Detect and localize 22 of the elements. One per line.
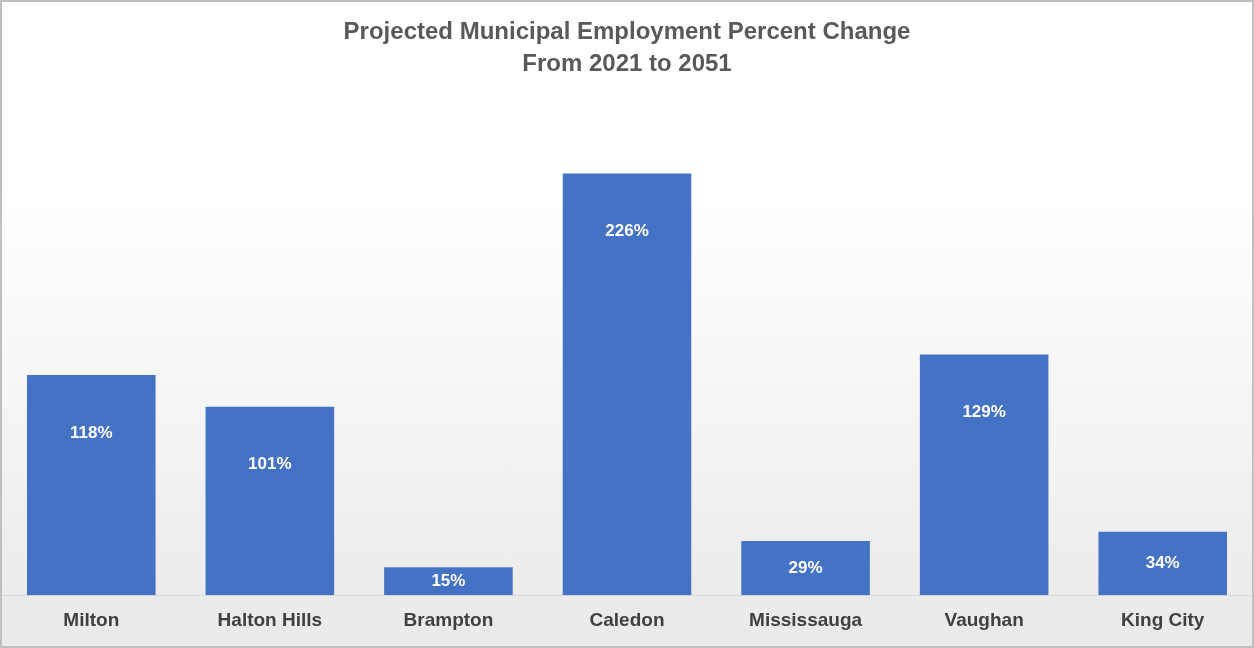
x-tick-label: Milton — [63, 608, 120, 630]
data-label: 101% — [248, 454, 292, 474]
bar — [919, 354, 1049, 596]
bar — [27, 375, 156, 596]
data-label: 29% — [788, 557, 823, 577]
bar — [205, 406, 335, 596]
data-label: 15% — [431, 570, 466, 590]
bar — [1098, 531, 1227, 596]
x-tick-label: Vaughan — [944, 608, 1024, 630]
data-label: 129% — [962, 402, 1006, 422]
x-tick-label: King City — [1121, 608, 1205, 630]
data-label: 118% — [70, 422, 113, 442]
x-tick-label: Brampton — [403, 608, 494, 630]
bar — [562, 173, 692, 596]
bar — [384, 567, 513, 596]
bar — [741, 541, 870, 596]
x-tick-label: Halton Hills — [217, 608, 323, 630]
data-label: 34% — [1145, 553, 1180, 573]
x-tick-label: Mississauga — [749, 608, 863, 630]
chart-title: Projected Municipal Employment Percent Change From 2021 to 2051 — [343, 16, 911, 77]
data-label: 226% — [605, 221, 649, 241]
x-tick-label: Caledon — [589, 608, 665, 630]
